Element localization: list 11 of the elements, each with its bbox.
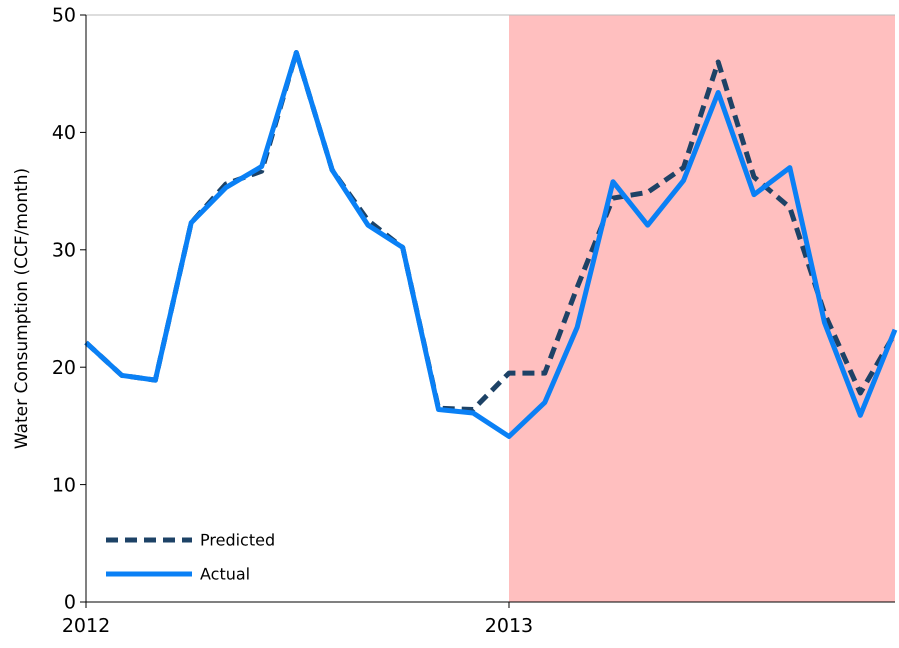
y-tick-label: 0 xyxy=(64,592,76,614)
y-axis-title: Water Consumption (CCF/month) xyxy=(12,168,32,450)
y-tick-label: 10 xyxy=(52,474,76,496)
y-tick-label: 30 xyxy=(52,239,76,262)
x-tick-label: 2012 xyxy=(62,615,110,637)
y-tick-label: 50 xyxy=(52,4,76,27)
y-tick-label: 20 xyxy=(52,356,76,379)
x-tick-label: 2013 xyxy=(484,615,534,637)
legend-label: Actual xyxy=(200,564,250,584)
legend-label: Predicted xyxy=(200,530,276,550)
y-tick-label: 40 xyxy=(52,122,76,144)
